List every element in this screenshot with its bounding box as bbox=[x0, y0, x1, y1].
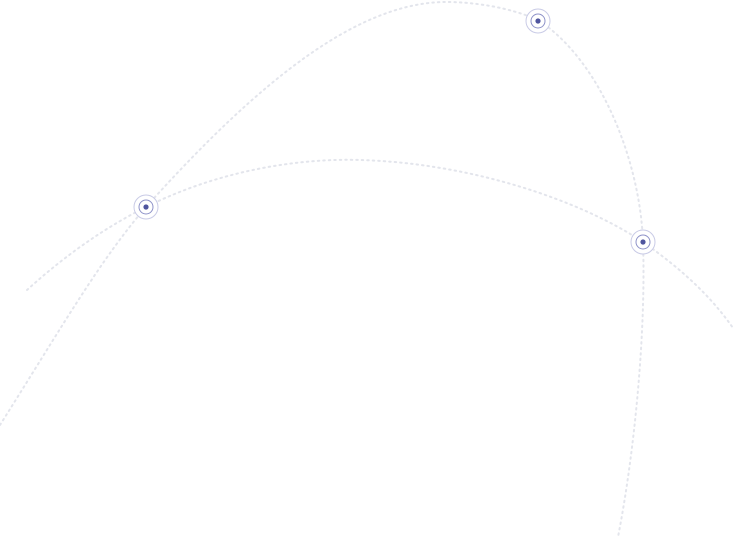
location-marker-icon[interactable] bbox=[630, 229, 656, 255]
route-curve-outer bbox=[0, 0, 645, 537]
route-curve-inner bbox=[26, 158, 733, 329]
location-marker-icon[interactable] bbox=[525, 8, 551, 34]
location-marker-icon[interactable] bbox=[133, 194, 159, 220]
